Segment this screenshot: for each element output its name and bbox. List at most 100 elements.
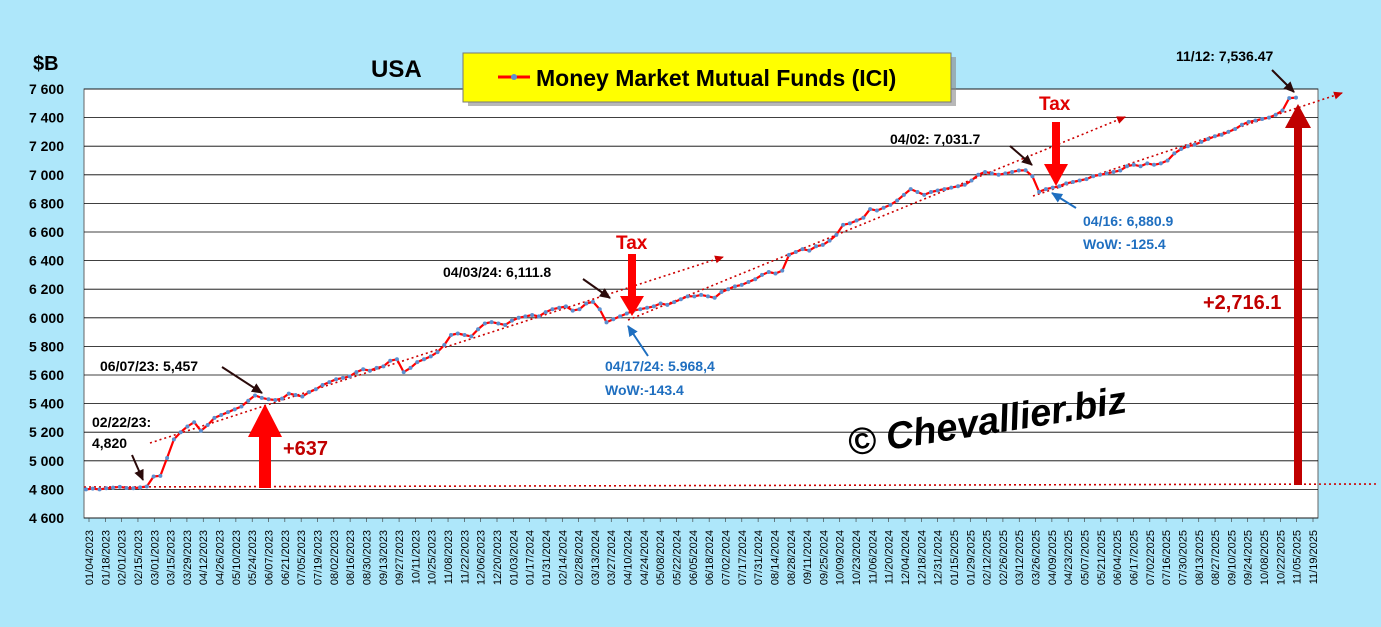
data-point — [124, 485, 129, 490]
data-point — [1199, 139, 1204, 144]
x-tick-label: 06/21/2023 — [280, 530, 292, 585]
data-point — [334, 377, 339, 382]
data-point — [1003, 171, 1008, 176]
data-point — [84, 487, 88, 492]
x-tick-label: 07/02/2025 — [1145, 530, 1157, 585]
pointer-arrow-a1 — [131, 454, 144, 481]
tax-arrow-2025 — [1044, 122, 1068, 186]
y-tick-label: 4 800 — [29, 481, 64, 497]
data-point — [232, 407, 237, 412]
data-point — [192, 420, 197, 425]
data-point — [482, 321, 487, 326]
pointer-arrow-a3 — [582, 278, 611, 299]
data-point — [1206, 137, 1211, 142]
data-point — [543, 310, 548, 315]
y-tick-label: 7 200 — [29, 138, 64, 154]
tax-label-2025: Tax — [1039, 94, 1071, 115]
y-tick-label: 6 600 — [29, 224, 64, 240]
data-point — [530, 312, 535, 317]
data-point — [252, 393, 257, 398]
data-point — [787, 252, 792, 257]
data-point — [780, 268, 785, 273]
data-point — [1131, 162, 1136, 167]
x-tick-label: 03/15/2023 — [166, 530, 178, 585]
data-point — [1043, 187, 1048, 192]
data-point — [516, 315, 521, 320]
x-tick-label: 04/12/2023 — [198, 530, 210, 585]
gridlines — [84, 88, 1318, 519]
data-point — [557, 305, 562, 310]
data-point — [151, 474, 156, 479]
data-point — [1233, 127, 1238, 132]
data-point — [1070, 179, 1075, 184]
y-tick-label: 5 800 — [29, 338, 64, 354]
data-point — [820, 242, 825, 247]
data-point — [1212, 134, 1217, 139]
y-tick-label: 7 400 — [29, 110, 64, 126]
x-tick-label: 02/28/2024 — [574, 530, 586, 585]
x-tick-label: 10/09/2024 — [835, 530, 847, 585]
data-point — [766, 270, 771, 275]
data-point — [597, 307, 602, 312]
data-point — [570, 308, 575, 313]
legend: Money Market Mutual Funds (ICI) — [462, 52, 956, 106]
data-point — [523, 314, 528, 319]
data-point — [97, 487, 102, 492]
data-point — [719, 290, 724, 295]
data-point — [1246, 119, 1251, 124]
data-point — [699, 292, 704, 297]
x-tick-label: 09/25/2024 — [818, 530, 830, 585]
x-tick-label: 05/21/2025 — [1096, 530, 1108, 585]
x-tick-label: 04/24/2024 — [639, 530, 651, 585]
data-point — [739, 282, 744, 287]
data-point — [111, 485, 116, 490]
pointer-arrow-a2 — [221, 366, 263, 394]
x-tick-label: 12/31/2024 — [933, 530, 945, 585]
y-tick-label: 6 800 — [29, 195, 64, 211]
data-point — [874, 208, 879, 213]
x-tick-label: 09/24/2025 — [1243, 530, 1255, 585]
data-point — [976, 172, 981, 177]
data-point — [834, 232, 839, 237]
data-point — [1192, 142, 1197, 147]
x-tick-label: 08/14/2024 — [769, 530, 781, 585]
data-point — [415, 360, 420, 365]
x-tick-label: 01/31/2024 — [541, 530, 553, 585]
data-point — [847, 221, 852, 226]
x-tick-label: 11/19/2025 — [1308, 530, 1320, 584]
x-tick-label: 09/13/2023 — [378, 530, 390, 585]
data-point — [198, 428, 203, 433]
x-tick-label: 05/07/2025 — [1080, 530, 1092, 585]
data-point — [854, 218, 859, 223]
data-point — [185, 424, 190, 429]
data-point — [381, 364, 386, 369]
data-point — [178, 430, 183, 435]
data-point — [509, 318, 514, 323]
x-tick-label: 07/05/2023 — [296, 530, 308, 585]
data-point — [158, 473, 163, 478]
y-tick-label: 5 600 — [29, 367, 64, 383]
x-tick-label: 07/02/2024 — [720, 530, 732, 585]
data-point — [489, 320, 494, 325]
data-point — [1239, 122, 1244, 127]
x-tick-label: 01/04/2023 — [84, 530, 96, 585]
data-point — [165, 455, 170, 460]
x-tick-label: 01/15/2025 — [949, 530, 961, 585]
y-tick-label: 7 600 — [29, 81, 64, 97]
data-point — [1050, 185, 1055, 190]
data-point — [1294, 95, 1298, 100]
series-money-market-funds — [84, 95, 1298, 492]
data-point — [367, 368, 372, 373]
data-point — [1037, 189, 1042, 194]
data-point — [280, 396, 285, 401]
x-tick-label: 01/17/2024 — [525, 530, 537, 585]
plot-area — [83, 88, 1319, 519]
data-point — [138, 485, 143, 490]
annotation-a2: 06/07/23: 5,457 — [100, 358, 198, 374]
x-tick-label: 06/17/2025 — [1128, 530, 1140, 585]
x-tick-label: 10/23/2024 — [851, 530, 863, 585]
annotation-a7: 04/16: 6,880.9 — [1083, 213, 1174, 229]
x-tick-label: 05/24/2023 — [247, 530, 259, 585]
x-tick-label: 09/27/2023 — [394, 530, 406, 585]
